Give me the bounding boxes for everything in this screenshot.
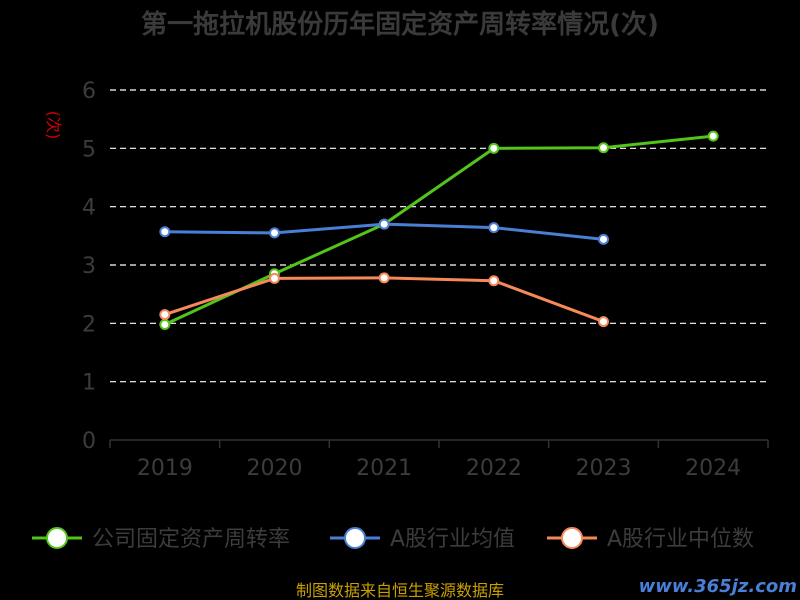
data-point[interactable] — [269, 272, 280, 284]
data-point[interactable] — [488, 142, 500, 154]
series-path — [164, 276, 605, 323]
x-tick-label: 2023 — [576, 456, 632, 481]
data-point[interactable] — [488, 222, 500, 234]
legend-marker — [46, 527, 68, 549]
data-point[interactable] — [269, 227, 280, 239]
legend-item[interactable]: A股行业均值 — [330, 527, 515, 552]
watermark: www.365jz.com — [639, 576, 797, 597]
data-point[interactable] — [488, 275, 500, 287]
data-point[interactable] — [598, 233, 609, 245]
axes: 0 1 2 3 4 5 6 2019 2020 2021 2022 2023 2024 — [82, 79, 769, 481]
series-line — [159, 218, 609, 245]
legend-marker — [561, 527, 583, 549]
x-tick-label: 2022 — [466, 456, 522, 481]
legend-label: A股行业均值 — [390, 527, 515, 552]
y-axis-label: (次) — [44, 111, 63, 140]
legend-marker — [344, 527, 366, 549]
y-tick-label: 1 — [82, 371, 96, 396]
series-line — [159, 130, 719, 330]
y-tick-label: 2 — [82, 312, 96, 337]
data-point[interactable] — [707, 130, 719, 142]
y-tick-label: 4 — [82, 196, 96, 221]
legend-item[interactable]: A股行业中位数 — [547, 527, 754, 552]
legend-label: 公司固定资产周转率 — [92, 527, 290, 552]
y-tick-label: 5 — [82, 137, 96, 162]
x-tick-label: 2019 — [137, 456, 193, 481]
data-point[interactable] — [598, 316, 609, 328]
data-point[interactable] — [159, 319, 171, 330]
data-point[interactable] — [159, 309, 171, 321]
x-tick-label: 2024 — [685, 456, 741, 481]
x-tick-label: 2020 — [247, 456, 303, 481]
x-tick-label: 2021 — [356, 456, 412, 481]
data-point[interactable] — [159, 226, 171, 238]
series-line — [159, 272, 609, 328]
y-tick-label: 3 — [82, 254, 96, 279]
data-point[interactable] — [598, 142, 609, 154]
chart-title: 第一拖拉机股份历年固定资产周转率情况(次) — [141, 9, 659, 40]
series-lines — [159, 130, 719, 330]
legend: 公司固定资产周转率 A股行业均值 A股行业中位数 — [32, 527, 754, 552]
y-tick-label: 6 — [82, 79, 96, 104]
data-point[interactable] — [378, 272, 390, 284]
grid-lines — [110, 89, 768, 383]
series-path — [164, 134, 714, 326]
legend-label: A股行业中位数 — [607, 527, 754, 552]
legend-item[interactable]: 公司固定资产周转率 — [32, 527, 290, 552]
y-tick-label: 0 — [82, 429, 96, 454]
source-note: 制图数据来自恒生聚源数据库 — [296, 581, 504, 600]
data-point[interactable] — [378, 218, 390, 230]
